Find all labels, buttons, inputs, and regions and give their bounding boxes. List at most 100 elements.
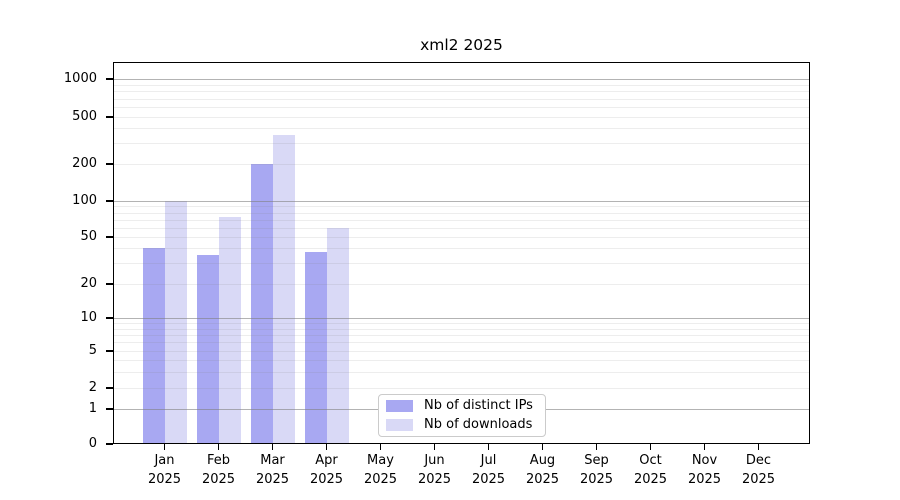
x-tick-month: Mar (260, 453, 285, 468)
x-tick-year: 2025 (309, 472, 344, 487)
x-tick-year: 2025 (147, 472, 182, 487)
x-tick-label: Feb 2025 (189, 451, 249, 489)
gridline-minor (113, 342, 810, 344)
x-tick-label: Oct 2025 (621, 451, 681, 489)
gridline-minor (113, 128, 810, 130)
x-tick-month: Sep (584, 453, 609, 468)
gridline-major (113, 201, 810, 202)
gridline-minor (113, 91, 810, 93)
gridline-minor (113, 360, 810, 361)
plot-area (113, 62, 810, 444)
x-tick-mark (163, 444, 166, 450)
gridline-minor (113, 164, 810, 165)
y-tick-mark (106, 116, 113, 118)
gridline-minor (113, 328, 810, 330)
gridline-minor (113, 284, 810, 285)
y-tick-mark (106, 163, 113, 165)
x-tick-year: 2025 (201, 472, 236, 487)
x-tick-label: Jan 2025 (135, 451, 195, 489)
x-tick-month: Feb (206, 453, 231, 468)
x-tick-label: Apr 2025 (297, 451, 357, 489)
y-tick-mark (106, 350, 113, 352)
gridline-minor (113, 107, 810, 108)
chart-title: xml2 2025 (420, 36, 503, 54)
x-tick-label: May 2025 (351, 451, 411, 489)
x-tick-month: Jan (154, 453, 175, 468)
x-tick-year: 2025 (363, 472, 398, 487)
x-tick-mark (649, 444, 652, 450)
x-tick-year: 2025 (687, 472, 722, 487)
x-tick-mark (325, 444, 328, 450)
gridline-minor (113, 263, 810, 265)
legend-label-downloads: Nb of downloads (424, 417, 533, 432)
gridline-minor (113, 206, 810, 208)
x-tick-year: 2025 (525, 472, 560, 487)
y-tick-mark (106, 283, 113, 285)
x-tick-month: Dec (745, 453, 772, 468)
gridline-minor (113, 388, 810, 389)
gridline-minor (113, 237, 810, 238)
x-tick-month: Apr (315, 453, 338, 468)
legend-label-distinct-ips: Nb of distinct IPs (424, 398, 533, 413)
y-tick-mark (106, 200, 113, 202)
x-tick-mark (541, 444, 544, 450)
y-tick-mark (106, 317, 113, 319)
x-tick-month: Aug (529, 453, 556, 468)
bar-downloads (164, 201, 187, 444)
x-tick-mark (487, 444, 490, 450)
gridline-major (113, 318, 810, 319)
y-tick-label: 1000 (63, 71, 97, 86)
bar-distinct-ips (142, 248, 165, 444)
x-tick-mark (595, 444, 598, 450)
y-tick-mark (106, 443, 113, 445)
x-tick-year: 2025 (255, 472, 290, 487)
legend-swatch-distinct-ips-icon (386, 400, 413, 412)
y-tick-mark (106, 78, 113, 80)
gridline-minor (113, 84, 810, 86)
y-tick-mark (106, 387, 113, 389)
x-tick-year: 2025 (633, 472, 668, 487)
bar-downloads (272, 135, 295, 444)
x-tick-month: Oct (639, 453, 662, 468)
gridline-minor (113, 212, 810, 214)
gridline-minor (113, 98, 810, 100)
y-tick-label: 20 (80, 276, 97, 291)
y-tick-label: 1 (88, 401, 97, 416)
x-tick-label: Jul 2025 (459, 451, 519, 489)
x-tick-label: Aug 2025 (513, 451, 573, 489)
x-tick-year: 2025 (741, 472, 776, 487)
x-tick-label: Jun 2025 (405, 451, 465, 489)
gridline-minor (113, 219, 810, 221)
gridline-minor (113, 117, 810, 118)
gridline-minor (113, 371, 810, 373)
gridline-minor (113, 248, 810, 250)
x-tick-month: May (367, 453, 394, 468)
x-tick-month: Nov (691, 453, 718, 468)
y-tick-label: 500 (72, 109, 97, 124)
x-tick-label: Sep 2025 (567, 451, 627, 489)
x-tick-month: Jul (480, 453, 497, 468)
bar-distinct-ips (196, 255, 219, 444)
y-tick-label: 100 (72, 193, 97, 208)
y-tick-mark (106, 236, 113, 238)
y-tick-label: 0 (88, 436, 97, 451)
x-tick-mark (271, 444, 274, 450)
x-tick-label: Dec 2025 (729, 451, 789, 489)
x-tick-mark (379, 444, 382, 450)
x-tick-mark (757, 444, 760, 450)
gridline-minor (113, 351, 810, 352)
grid-layer (113, 62, 810, 444)
y-tick-label: 10 (80, 310, 97, 325)
legend-item-downloads: Nb of downloads (386, 418, 539, 432)
gridline-minor (113, 143, 810, 145)
y-tick-label: 200 (72, 156, 97, 171)
bar-distinct-ips (304, 252, 327, 444)
gridline-minor (113, 334, 810, 336)
legend-swatch-downloads-icon (386, 419, 413, 431)
legend: Nb of distinct IPs Nb of downloads (378, 394, 546, 437)
x-tick-year: 2025 (471, 472, 506, 487)
x-tick-mark (703, 444, 706, 450)
x-tick-month: Jun (424, 453, 445, 468)
y-tick-label: 50 (80, 229, 97, 244)
